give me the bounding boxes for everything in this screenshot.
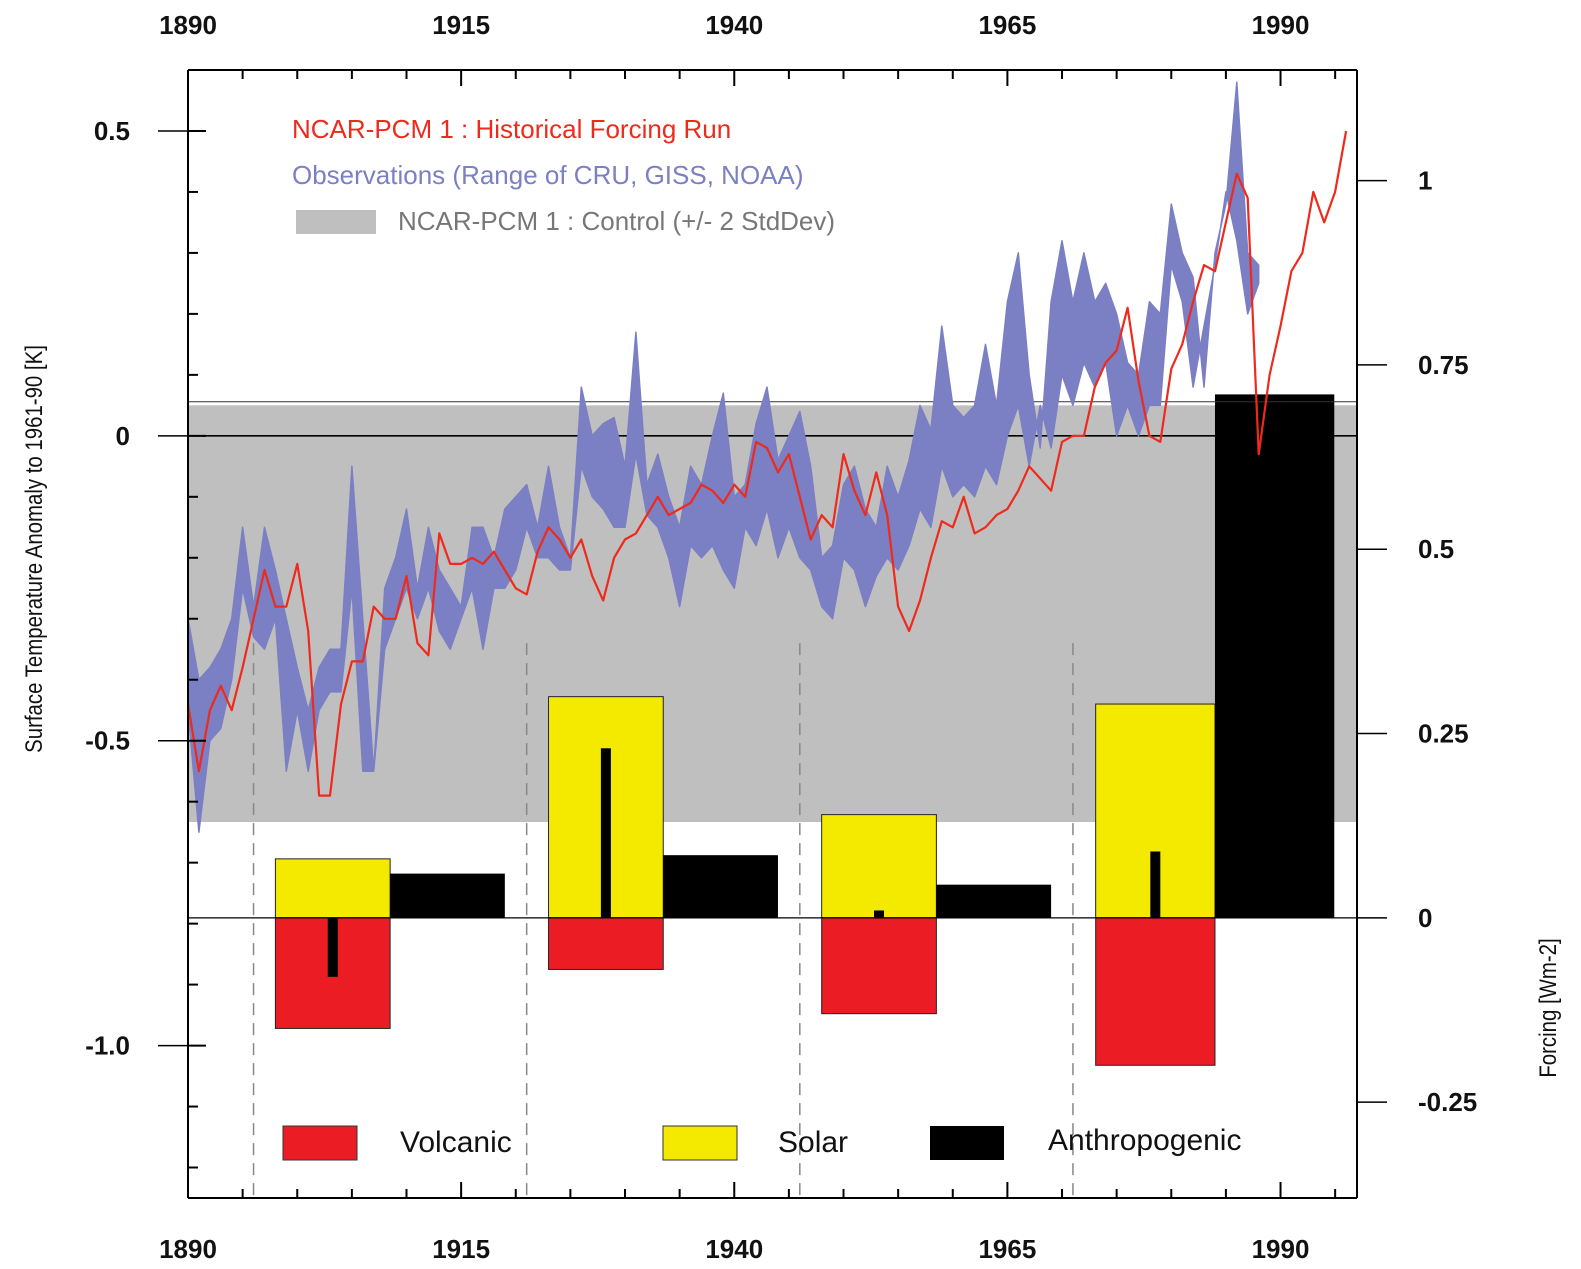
anthropogenic-bar-1 xyxy=(390,873,505,918)
x-tick-label-top: 1915 xyxy=(432,10,490,40)
y-tick-label-right: -0.25 xyxy=(1418,1087,1477,1117)
x-tick-label-bottom: 1965 xyxy=(978,1234,1036,1264)
y-tick-label-right: 0 xyxy=(1418,903,1432,933)
y-tick-label-right: 0.5 xyxy=(1418,534,1454,564)
y-tick-label-left: 0 xyxy=(116,421,130,451)
legend-observations-label: Observations (Range of CRU, GISS, NOAA) xyxy=(292,160,804,190)
x-tick-label-top: 1940 xyxy=(705,10,763,40)
y-tick-label-right: 0.75 xyxy=(1418,350,1469,380)
net-natural-bar-1 xyxy=(327,917,338,977)
legend-solar-swatch xyxy=(662,1125,738,1161)
solar-bar-1 xyxy=(274,858,391,919)
observations-layer xyxy=(187,81,1260,833)
net-natural-bar-4 xyxy=(1150,851,1161,918)
model-run-line xyxy=(186,130,1348,797)
anthropogenic-bar-3 xyxy=(936,884,1052,918)
y-tick-label-left: -0.5 xyxy=(85,726,130,756)
y-tick-label-right: 1 xyxy=(1418,166,1432,196)
volcanic-bar-3 xyxy=(821,917,937,1015)
net-natural-bar-3 xyxy=(874,910,885,918)
legend-layer: NCAR-PCM 1 : Historical Forcing Run Obser… xyxy=(282,114,1241,1161)
x-tick-label-bottom: 1915 xyxy=(432,1234,490,1264)
legend-anthropogenic-label: Anthropogenic xyxy=(1048,1124,1241,1157)
legend-anthropogenic-swatch xyxy=(930,1126,1004,1160)
model-run-layer xyxy=(186,130,1348,797)
legend-volcanic-label: Volcanic xyxy=(400,1126,512,1159)
volcanic-bar-2 xyxy=(548,917,664,970)
y-tick-label-right: 0.25 xyxy=(1418,719,1469,749)
x-tick-label-bottom: 1990 xyxy=(1252,1234,1310,1264)
anthropogenic-bar-2 xyxy=(663,855,778,918)
legend-control-swatch xyxy=(296,210,376,234)
legend-control-label: NCAR-PCM 1 : Control (+/- 2 StdDev) xyxy=(398,206,835,236)
forcing-bars-layer xyxy=(274,394,1335,1066)
solar-bar-3 xyxy=(821,814,937,919)
x-tick-label-bottom: 1890 xyxy=(159,1234,217,1264)
anthropogenic-bar-4 xyxy=(1214,394,1335,918)
y-axis-title-right: Forcing [Wm-2] xyxy=(1534,938,1561,1077)
net-natural-bar-2 xyxy=(600,748,611,918)
x-tick-label-bottom: 1940 xyxy=(705,1234,763,1264)
axes-layer: 1890 1890 1915 1915 1940 1940 1965 1965 1990 1990… xyxy=(20,10,1561,1264)
x-tick-label-top: 1965 xyxy=(978,10,1036,40)
y-axis-title-left: Surface Temperature Anomaly to 1961-90 [… xyxy=(20,345,47,753)
y-tick-label-left: -1.0 xyxy=(85,1031,130,1061)
x-tick-label-top: 1890 xyxy=(159,10,217,40)
y-tick-label-left: 0.5 xyxy=(94,116,130,146)
legend-solar-label: Solar xyxy=(778,1126,848,1159)
legend-volcanic-swatch xyxy=(282,1125,358,1161)
observations-range-band xyxy=(187,81,1260,833)
x-tick-label-top: 1990 xyxy=(1252,10,1310,40)
legend-model-label: NCAR-PCM 1 : Historical Forcing Run xyxy=(292,114,731,144)
volcanic-bar-4 xyxy=(1095,917,1216,1066)
